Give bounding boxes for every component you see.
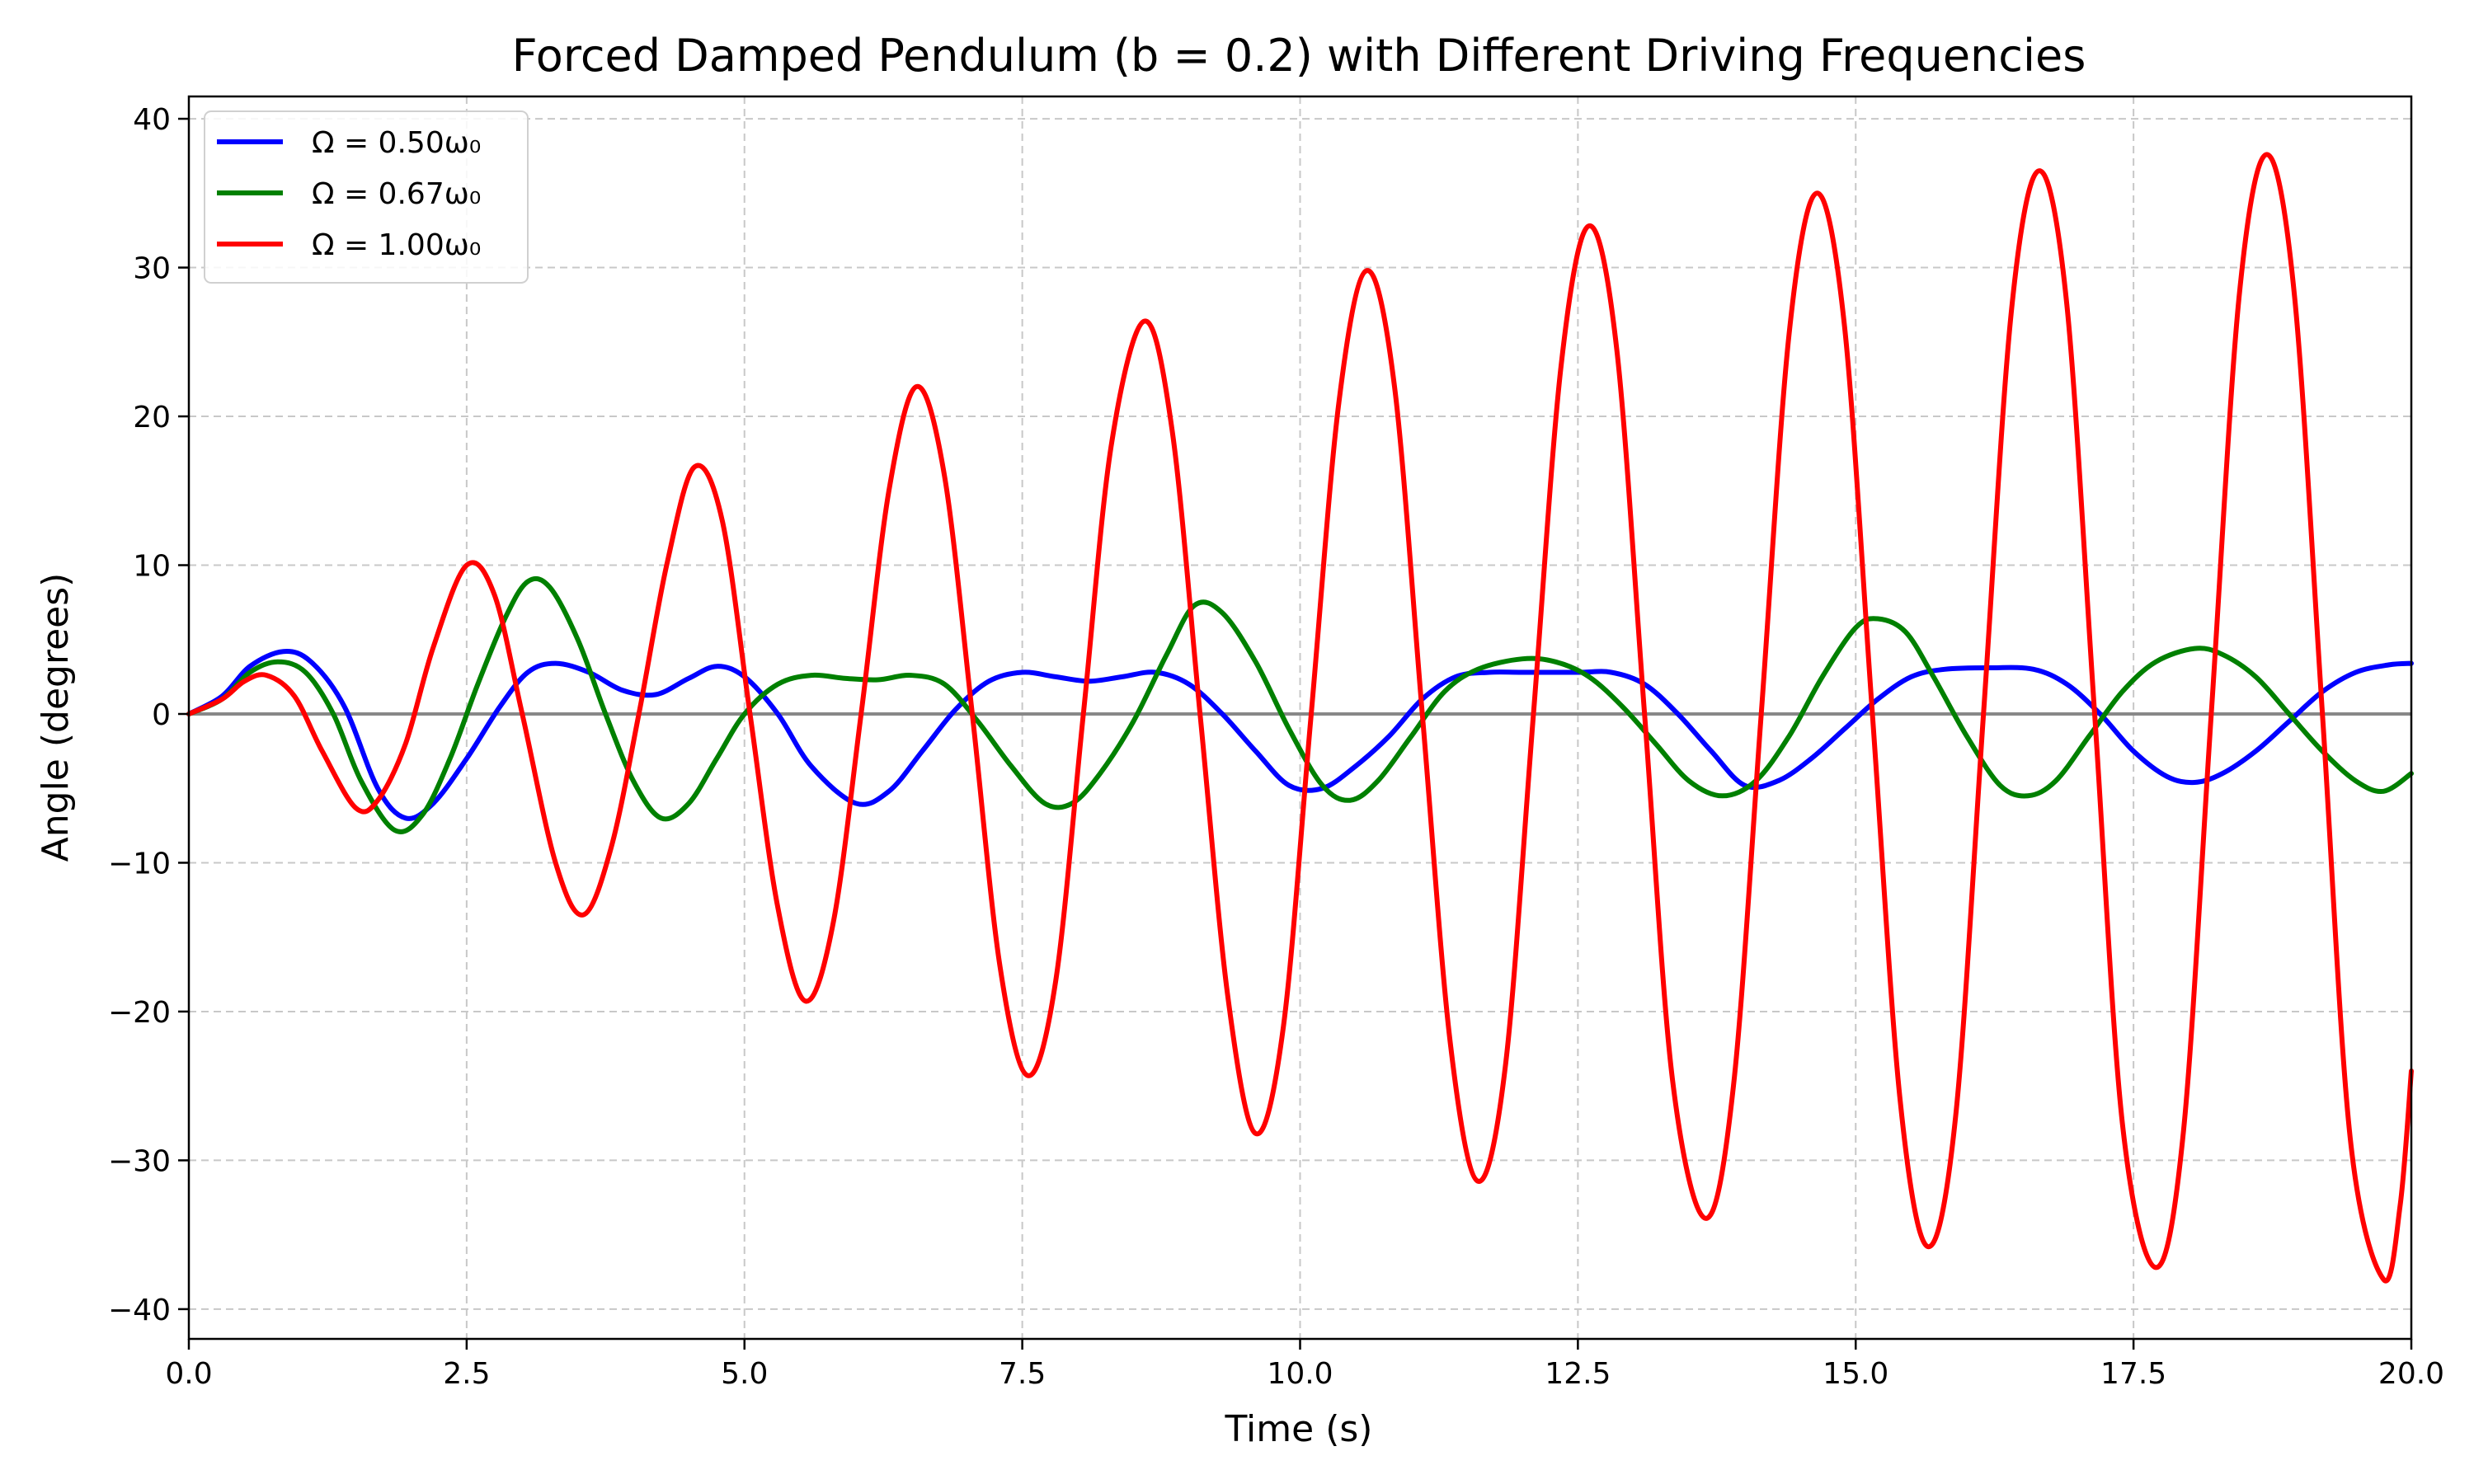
y-tick-label: 0: [152, 698, 171, 732]
chart-title: Forced Damped Pendulum (b = 0.2) with Di…: [512, 30, 2086, 82]
x-tick-label: 0.0: [165, 1357, 212, 1391]
y-tick-label: 10: [133, 550, 171, 584]
x-tick-label: 7.5: [999, 1357, 1046, 1391]
legend: Ω = 0.50ω₀ Ω = 0.67ω₀ Ω = 1.00ω₀: [204, 110, 529, 284]
series-line-3: [186, 152, 2414, 1284]
x-tick-label: 20.0: [2378, 1357, 2444, 1391]
y-tick-label: 30: [133, 252, 171, 286]
x-axis-label: Time (s): [1225, 1408, 1373, 1450]
x-tick-label: 2.5: [443, 1357, 490, 1391]
y-axis: −40 −30 −20 −10 0 10 20 30 40: [108, 103, 189, 1327]
x-tick-label: 10.0: [1267, 1357, 1333, 1391]
x-tick-label: 12.5: [1545, 1357, 1611, 1391]
y-tick-label: −30: [108, 1144, 171, 1178]
legend-label-1: Ω = 0.50ω₀: [312, 126, 481, 160]
x-tick-label: 17.5: [2100, 1357, 2166, 1391]
y-tick-label: −20: [108, 996, 171, 1030]
legend-label-2: Ω = 0.67ω₀: [312, 177, 481, 211]
x-tick-label: 15.0: [1823, 1357, 1888, 1391]
y-tick-label: 20: [133, 401, 171, 434]
series-line-2: [186, 575, 2414, 834]
x-axis: 0.0 2.5 5.0 7.5 10.0 12.5 15.0 17.5 20.0: [165, 1339, 2444, 1391]
y-tick-label: −10: [108, 847, 171, 881]
y-tick-label: −40: [108, 1294, 171, 1327]
y-tick-label: 40: [133, 103, 171, 137]
legend-box: [204, 110, 529, 284]
y-axis-label: Angle (degrees): [35, 573, 77, 862]
series-line-1: [186, 649, 2414, 821]
x-tick-label: 5.0: [721, 1357, 768, 1391]
legend-label-3: Ω = 1.00ω₀: [312, 228, 481, 262]
series-layer: [186, 152, 2414, 1284]
